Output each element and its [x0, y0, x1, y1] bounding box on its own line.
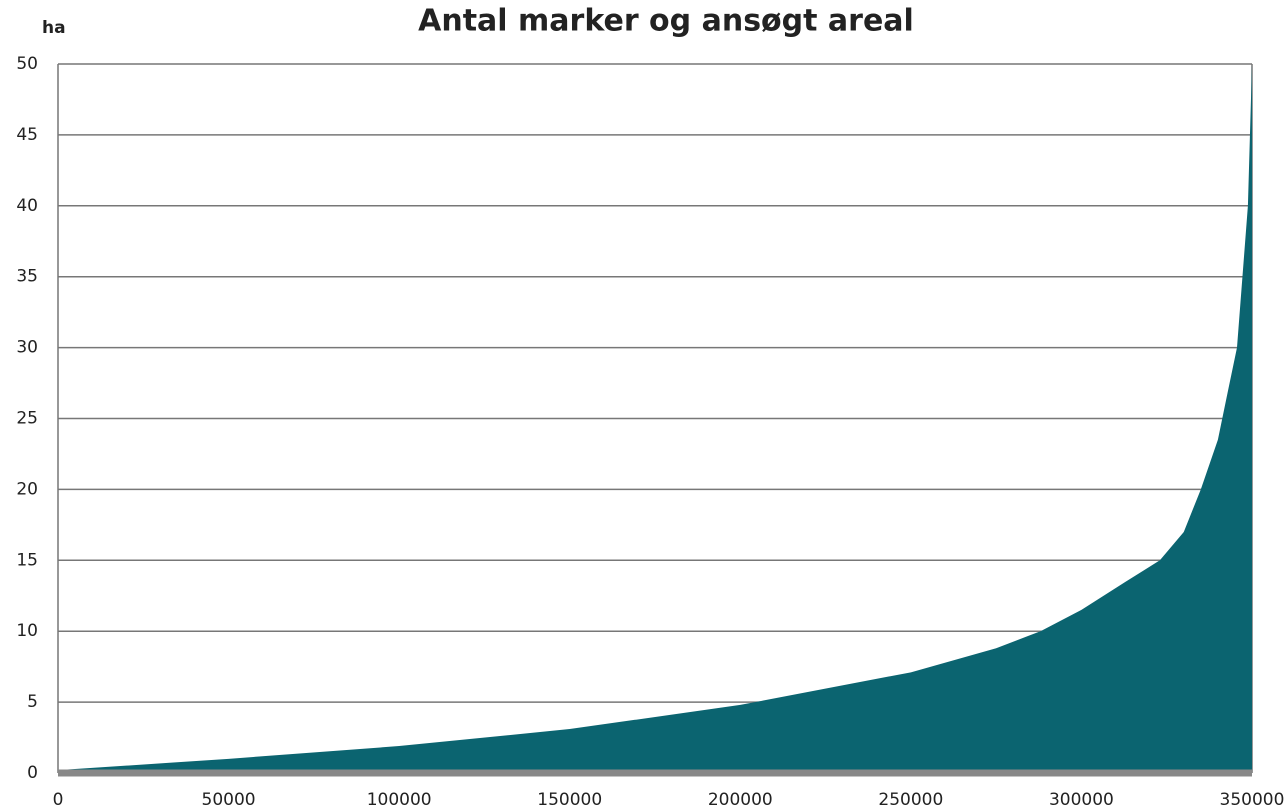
chart-title: Antal marker og ansøgt areal	[418, 4, 914, 39]
y-tick-label: 40	[16, 196, 38, 216]
y-tick-label: 5	[27, 692, 38, 712]
x-tick-label: 0	[53, 790, 64, 810]
x-tick-label: 50000	[202, 790, 256, 810]
y-tick-label: 25	[16, 409, 38, 429]
y-axis-label: ha	[42, 18, 66, 38]
x-tick-label: 100000	[367, 790, 432, 810]
y-tick-label: 30	[16, 338, 38, 358]
y-tick-label: 20	[16, 479, 38, 499]
y-tick-label: 10	[16, 621, 38, 641]
y-tick-label: 50	[16, 54, 38, 74]
y-tick-label: 0	[27, 763, 38, 783]
x-tick-label: 250000	[878, 790, 943, 810]
x-tick-label: 300000	[1049, 790, 1114, 810]
x-tick-label: 150000	[537, 790, 602, 810]
y-tick-label: 45	[16, 125, 38, 145]
x-tick-label: 200000	[708, 790, 773, 810]
y-tick-label: 35	[16, 267, 38, 287]
y-tick-label: 15	[16, 550, 38, 570]
x-tick-label: 350000	[1220, 790, 1284, 810]
area	[58, 64, 1252, 773]
